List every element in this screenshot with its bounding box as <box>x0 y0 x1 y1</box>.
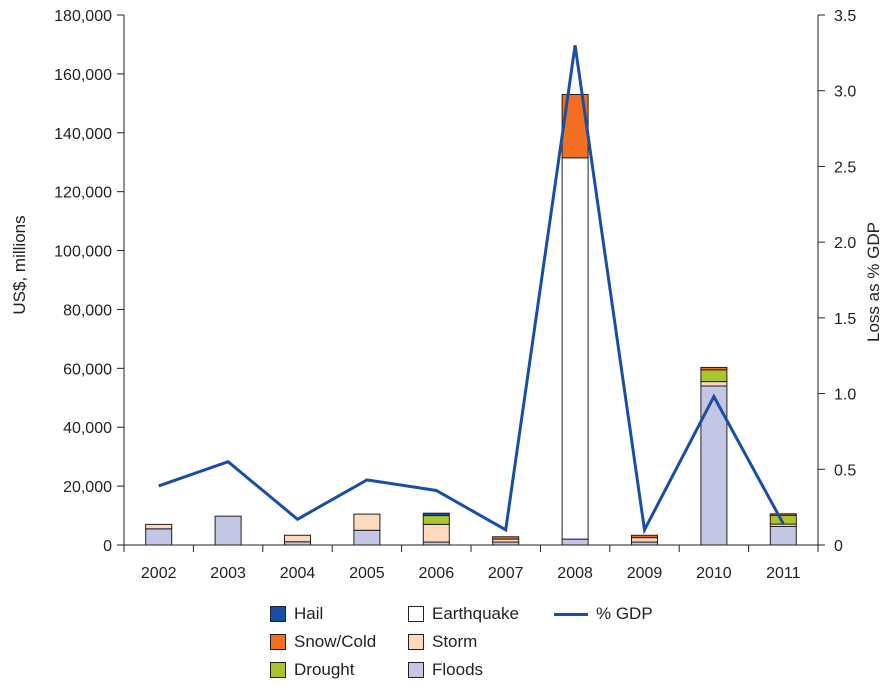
snow-swatch <box>270 634 286 650</box>
bar-storm <box>631 537 658 543</box>
y2-tick-label: 2.0 <box>834 235 856 252</box>
y-tick-label: 140,000 <box>54 126 112 143</box>
bar-drought <box>700 369 728 383</box>
earthquake-swatch <box>408 606 424 622</box>
bar-earthquake <box>561 157 589 540</box>
gdp-line-path <box>158 45 785 535</box>
y-axis-title: US$, millions <box>10 215 29 314</box>
legend: Hail Snow/Cold Drought Earthquake Storm … <box>270 602 700 686</box>
y-tick-label: 120,000 <box>54 185 112 202</box>
legend-label-storm: Storm <box>432 632 478 651</box>
floods-swatch <box>408 662 424 678</box>
x-tick-label: 2007 <box>488 565 524 582</box>
y-tick-label: 80,000 <box>63 302 112 319</box>
bar-storm <box>284 534 311 543</box>
bar-drought <box>422 515 450 525</box>
legend-item-snow: Snow/Cold <box>270 630 376 654</box>
bar-storm <box>700 381 728 387</box>
bar-snow-cold <box>631 534 658 539</box>
x-tick-label: 2006 <box>419 565 455 582</box>
y2-tick-label: 0.5 <box>834 462 856 479</box>
x-tick-label: 2010 <box>696 565 732 582</box>
bar-snow-cold <box>492 536 520 540</box>
y2-tick-label: 1.0 <box>834 387 856 404</box>
x-tick-label: 2005 <box>349 565 385 582</box>
bar-floods <box>214 515 242 546</box>
axes: 0 20,000 40,000 60,000 80,000 100,000 120,000 1… <box>54 8 856 582</box>
drought-swatch <box>270 662 286 678</box>
y2-tick-label: 2.5 <box>834 159 856 176</box>
bar-snow-cold <box>769 513 797 516</box>
y2-axis-title: Loss as % GDP <box>864 222 883 342</box>
bar-storm <box>145 523 173 530</box>
bar-floods <box>700 385 728 546</box>
legend-label-gdp: % GDP <box>596 604 653 623</box>
legend-item-hail: Hail <box>270 602 323 626</box>
y-tick-label: 0 <box>103 538 112 555</box>
y2-tick-label: 0 <box>834 538 843 555</box>
y2-tick-label: 3.0 <box>834 84 856 101</box>
y2-tick-label: 1.5 <box>834 311 856 328</box>
y-tick-label: 100,000 <box>54 244 112 261</box>
x-tick-label: 2004 <box>280 565 316 582</box>
legend-label-drought: Drought <box>294 660 355 679</box>
bar-floods <box>769 525 797 546</box>
storm-swatch <box>408 634 424 650</box>
legend-label-hail: Hail <box>294 604 324 623</box>
x-tick-label: 2002 <box>141 565 177 582</box>
y-tick-label: 40,000 <box>63 420 112 437</box>
y2-tick-label: 3.5 <box>834 8 856 25</box>
x-tick-label: 2011 <box>766 565 801 582</box>
bar-floods <box>561 538 589 546</box>
gdp-line-swatch <box>554 612 588 616</box>
legend-item-drought: Drought <box>270 658 354 682</box>
bar-hail <box>422 512 450 517</box>
bar-floods <box>145 528 173 546</box>
bar-storm <box>353 513 381 531</box>
y-tick-label: 160,000 <box>54 67 112 84</box>
legend-label-earthquake: Earthquake <box>432 604 519 623</box>
gdp-line <box>158 45 785 535</box>
x-tick-label: 2008 <box>557 565 593 582</box>
legend-label-snow: Snow/Cold <box>294 632 377 651</box>
legend-item-storm: Storm <box>408 630 477 654</box>
bars <box>145 94 797 546</box>
y-tick-label: 20,000 <box>63 479 112 496</box>
x-tick-label: 2003 <box>210 565 246 582</box>
bar-floods <box>353 529 381 546</box>
hail-swatch <box>270 606 286 622</box>
legend-item-earthquake: Earthquake <box>408 602 519 626</box>
legend-label-floods: Floods <box>432 660 484 679</box>
y-tick-label: 60,000 <box>63 361 112 378</box>
legend-item-floods: Floods <box>408 658 483 682</box>
y-tick-label: 180,000 <box>54 8 112 25</box>
bar-snow-cold <box>700 366 728 371</box>
bar-storm <box>422 523 450 543</box>
x-tick-label: 2009 <box>627 565 663 582</box>
legend-item-gdp: % GDP <box>554 602 653 626</box>
